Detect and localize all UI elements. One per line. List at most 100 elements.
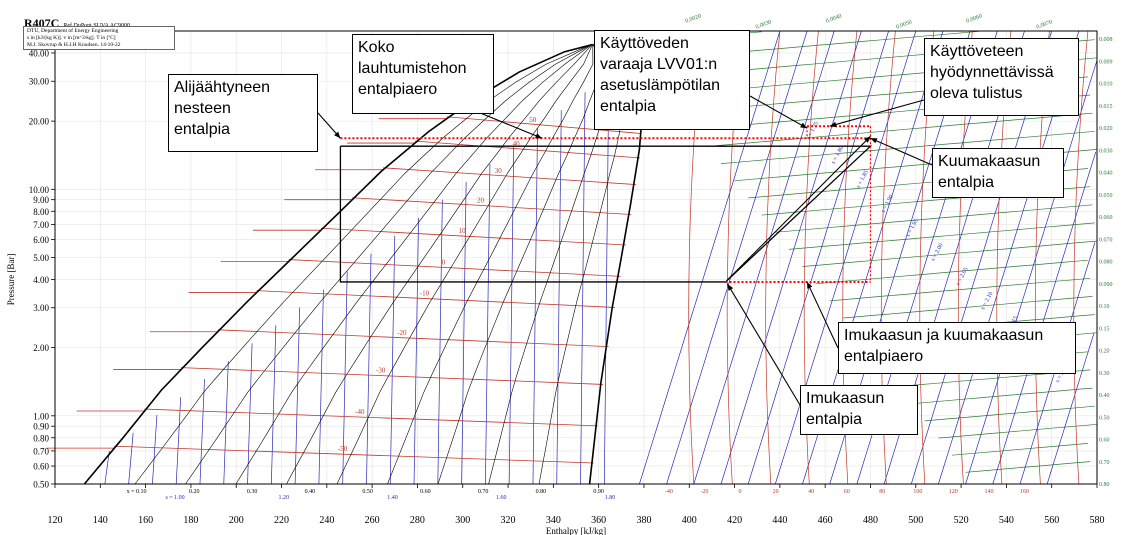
quality-line xyxy=(437,45,603,485)
annotation-arrow-head xyxy=(829,121,837,128)
isentrope-line xyxy=(639,30,781,485)
x-tick-label: 360 xyxy=(591,515,606,526)
x-tick-label: 340 xyxy=(546,515,561,526)
volume-right-label: 0.050 xyxy=(1099,193,1113,199)
volume-right-label: 0.080 xyxy=(1099,260,1113,266)
volume-right-label: 0.60 xyxy=(1099,438,1110,444)
annotation-kuumakaasun: Kuumakaasun entalpia xyxy=(932,148,1064,198)
entropy-bottom-label: 1.80 xyxy=(605,495,616,501)
x-tick-label: 580 xyxy=(1090,515,1105,526)
isotherm-two-phase xyxy=(288,259,621,277)
top-volume-label: 0.0050 xyxy=(895,19,913,30)
isotherm-two-phase xyxy=(256,290,615,308)
isotherm-two-phase xyxy=(217,329,609,348)
isotherm-vapor xyxy=(1073,30,1089,485)
annotation-arrow-head xyxy=(727,283,734,291)
x-tick-label: 440 xyxy=(772,515,787,526)
isochore-line xyxy=(938,423,1098,439)
top-volume-label: 0.0030 xyxy=(755,19,773,30)
x-tick-label: 320 xyxy=(501,515,516,526)
isentrope-liquid-line xyxy=(152,415,158,485)
quality-lines xyxy=(134,45,625,485)
y-tick-label: 40.00 xyxy=(29,48,50,58)
annotation-arrow-line xyxy=(870,137,933,166)
quality-line xyxy=(185,45,590,485)
refrigeration-cycle xyxy=(339,125,873,283)
y-tick-label: 0.50 xyxy=(33,480,49,490)
isentrope-line xyxy=(747,30,889,485)
x-tick-label: 160 xyxy=(138,515,153,526)
x-tick-label: 240 xyxy=(319,515,334,526)
quality-line xyxy=(235,45,591,485)
x-tick-label: 500 xyxy=(908,515,923,526)
x-tick-label: 520 xyxy=(954,515,969,526)
entropy-bottom-label: 1.20 xyxy=(279,495,290,501)
isentrope-liquid-line xyxy=(128,432,134,485)
x-tick-label: 480 xyxy=(863,515,878,526)
isentrope-lines xyxy=(104,30,1098,485)
x-tick-label: 180 xyxy=(183,515,198,526)
volume-right-label: 0.030 xyxy=(1099,148,1113,154)
entropy-bottom-label: 1.40 xyxy=(387,495,398,501)
isotherm-label: -30 xyxy=(376,367,386,375)
x-tick-label: 540 xyxy=(999,515,1014,526)
y-tick-label: 6.00 xyxy=(33,235,49,245)
volume-right-label: 0.008 xyxy=(1099,37,1113,43)
isochore-line xyxy=(720,130,1095,164)
isentrope-liquid-line xyxy=(485,163,491,485)
annotation-arrow-head xyxy=(800,122,808,129)
quality-label: 0.70 xyxy=(478,489,489,495)
annotation-kayttoveden: Käyttöveden varaaja LVV01:n asetuslämpöt… xyxy=(594,30,750,130)
x-tick-label: 200 xyxy=(229,515,244,526)
entropy-bottom-label: 1.60 xyxy=(496,495,507,501)
quality-label: 0.90 xyxy=(593,489,604,495)
isotherm-label: -10 xyxy=(420,290,430,298)
x-axis-label: Enthalpy [kJ/kg] xyxy=(546,526,606,535)
x-tick-label: 300 xyxy=(455,515,470,526)
annotation-alijaahtyneen: Alijäähtyneen nesteen entalpia xyxy=(168,74,318,152)
y-tick-label: 20.00 xyxy=(29,117,50,127)
top-volume-label: 0.0040 xyxy=(825,13,843,24)
isentrope-liquid-line xyxy=(580,92,586,485)
volume-right-label: 0.40 xyxy=(1099,393,1110,399)
isentrope-line xyxy=(774,30,917,485)
volume-right-label: 0.009 xyxy=(1099,59,1113,65)
annotation-arrow-head xyxy=(334,131,341,139)
volume-right-label: 0.015 xyxy=(1099,104,1113,110)
temperature-bottom-label: 0 xyxy=(739,489,742,495)
isotherm-two-phase xyxy=(144,408,598,427)
isotherm-two-phase xyxy=(383,167,637,185)
isochore-line xyxy=(965,461,1091,473)
y-tick-label: 10.00 xyxy=(29,185,50,195)
quality-label: 0.60 xyxy=(420,489,431,495)
quality-label: 0.20 xyxy=(189,489,200,495)
annotation-kayttoveteen: Käyttöveteen hyödynnettävissä oleva tuli… xyxy=(924,38,1079,116)
isentrope-liquid-line xyxy=(247,343,253,485)
isotherm-label: -50 xyxy=(338,445,348,453)
volume-right-label: 0.70 xyxy=(1099,460,1110,466)
x-tick-label: 220 xyxy=(274,515,289,526)
isentrope-line xyxy=(1046,332,1095,485)
quality-label: 0.30 xyxy=(247,489,258,495)
isentrope-liquid-line xyxy=(532,128,538,485)
isentrope-liquid-line xyxy=(556,110,562,485)
quality-line xyxy=(286,45,592,485)
annotation-arrows xyxy=(317,95,933,406)
axes: 120 140 160 180 200 220 240 260 280 300 320 340 360 3… xyxy=(6,27,1105,535)
saturation-curve xyxy=(83,43,643,485)
y-tick-label: 0.70 xyxy=(33,446,49,456)
temperature-bottom-label: 140 xyxy=(984,489,993,495)
isotherm-label: -40 xyxy=(355,408,365,416)
x-tick-label: 260 xyxy=(365,515,380,526)
saturation-dome xyxy=(83,43,643,485)
isochore-line xyxy=(802,240,1098,267)
temperature-bottom-label: -40 xyxy=(665,489,673,495)
x-tick-label: 400 xyxy=(682,515,697,526)
isotherm-two-phase xyxy=(446,116,642,134)
isentrope-line xyxy=(720,30,862,485)
isotherm-two-phase xyxy=(114,445,594,464)
x-tick-label: 140 xyxy=(93,515,108,526)
isentrope-liquid-line xyxy=(389,235,396,485)
chart-info-box: DTU, Department of Energy Engineering s … xyxy=(23,26,175,50)
annotation-arrow-head xyxy=(535,133,543,139)
